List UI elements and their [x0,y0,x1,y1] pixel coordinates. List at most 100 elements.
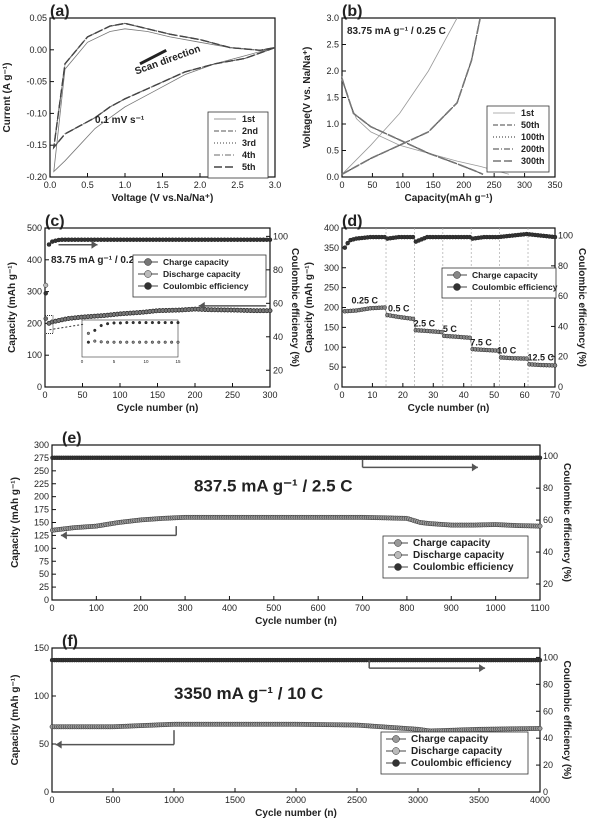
inset-capacity-point [138,340,142,344]
charge-capacity-point [43,316,48,321]
y-tick-label: 150 [324,322,339,332]
coulombic-efficiency-point [267,237,273,242]
x-axis-label: Cycle number (n) [117,403,199,414]
y2-tick-label: 20 [543,579,553,589]
y-tick-label: 3.0 [326,13,339,23]
legend-marker [144,258,152,266]
legend-label: 5th [242,162,256,172]
inset-connector [49,323,86,331]
rate-label: 12.5 C [528,353,555,363]
y2-tick-label: 20 [558,352,568,362]
legend-label: 3rd [242,138,256,148]
y2-tick-label: 100 [543,451,558,461]
arrow-to-left-axis-head [60,531,67,540]
panel-label: (c) [45,213,65,230]
x-tick-label: 100 [89,603,104,613]
legend-label: 300th [521,156,545,166]
y2-tick-label: 0 [543,787,548,797]
y-tick-label: 300 [27,287,42,297]
y-tick-label: 350 [324,243,339,253]
discharge-curve-2 [341,78,484,175]
inset-efficiency-point [125,321,129,325]
legend-marker [392,747,400,755]
panel-label: (d) [342,213,362,230]
y-tick-label: 0.00 [29,45,47,55]
y-axis-label: Capacity (mAh g⁻¹) [304,262,315,353]
rate-label: 2.5 C [414,318,436,328]
y2-tick-label: 80 [558,261,568,271]
panel-label: (e) [62,430,82,447]
x-tick-label: 2000 [286,795,306,805]
capacity-point [537,523,543,529]
y-tick-label: 300 [34,440,49,450]
legend-box [207,111,269,179]
legend-box [441,267,557,299]
legend-marker [394,551,402,559]
x-tick-label: 0.0 [44,180,57,190]
y-tick-label: -0.15 [26,140,47,150]
legend-marker [144,282,152,290]
x-tick-label: 800 [399,603,414,613]
panel-f: (f)0 500 1000 1500 2000 2500 3000 3500 400005010… [10,633,572,819]
legend-label: Coulombic efficiency [413,562,514,573]
y-tick-label: 300 [324,263,339,273]
inset-capacity-point [150,340,154,344]
x-tick-label: 200 [187,390,202,400]
y-tick-label: 1.0 [326,119,339,129]
x-tick-label: 3000 [408,795,428,805]
legend-label: Coulombic efficiency [163,281,249,291]
panel-e: (e) 0 100 200 300 400 500 600 700 800 900 1000 1100 0… [10,430,572,627]
x-tick-label: 2500 [347,795,367,805]
legend-marker [394,563,402,571]
panel-label: (f) [62,633,78,650]
inset-efficiency-point [131,321,135,325]
legend-label: Charge capacity [163,257,229,267]
y2-axis-label: Coulombic efficiency (%) [561,463,572,582]
y-tick-label: 0 [44,787,49,797]
y-tick-label: 200 [27,318,42,328]
y-tick-label: 0.0 [326,172,339,182]
inset-capacity-point [86,331,90,335]
coulombic-efficiency-point [537,657,543,663]
inset-efficiency-point [99,324,103,328]
inset-efficiency-point [163,321,167,325]
y-tick-label: 50 [39,739,49,749]
inset-x-tick-label: 5 [113,359,116,364]
legend-label: Discharge capacity [413,550,505,561]
inset-efficiency-point [106,322,110,326]
annotation-rate: 837.5 mA g⁻¹ / 2.5 C [194,477,353,496]
x-tick-label: 10 [367,390,377,400]
annotation-rate: 3350 mA g⁻¹ / 10 C [174,684,323,703]
y-tick-label: 0 [37,382,42,392]
inset-x-tick-label: 15 [175,359,181,364]
coulombic-efficiency-point [537,455,543,461]
legend-label: 200th [521,144,545,154]
charge-capacity-point [467,335,473,341]
y2-tick-label: 80 [543,679,553,689]
panel-b: (b) 0 50 100 150 200 250 300 350 0.0 0.5 1.0 1.5 2.0 2… [302,3,563,204]
legend-label: Discharge capacity [411,746,503,757]
inset-efficiency-point [93,328,97,332]
y-tick-label: 100 [34,543,49,553]
rate-label: 5 C [443,324,458,334]
arrow-to-right-axis-head [479,664,486,673]
x-tick-label: 200 [456,180,471,190]
inset-efficiency-point [170,321,174,325]
capacity-point [537,726,543,731]
y-tick-label: 0 [44,595,49,605]
y-axis-label: Current (A g⁻¹) [2,63,13,133]
legend-marker [392,759,400,767]
coulombic-efficiency-point [342,245,348,250]
inset-capacity-point [170,340,174,344]
legend-marker [144,270,152,278]
arrow-to-right-axis-head [91,240,98,249]
y-axis-label: Capacity (mAh g⁻¹) [7,262,18,353]
annotation-scan-rate: 0.1 mV s⁻¹ [95,115,145,126]
y-tick-label: 400 [27,255,42,265]
charge-capacity-point [524,356,529,361]
x-tick-label: 300 [517,180,532,190]
legend-label: 4th [242,150,256,160]
y-tick-label: 2.5 [326,40,339,50]
charge-capacity-point [495,348,501,353]
inset-efficiency-point [176,321,180,325]
